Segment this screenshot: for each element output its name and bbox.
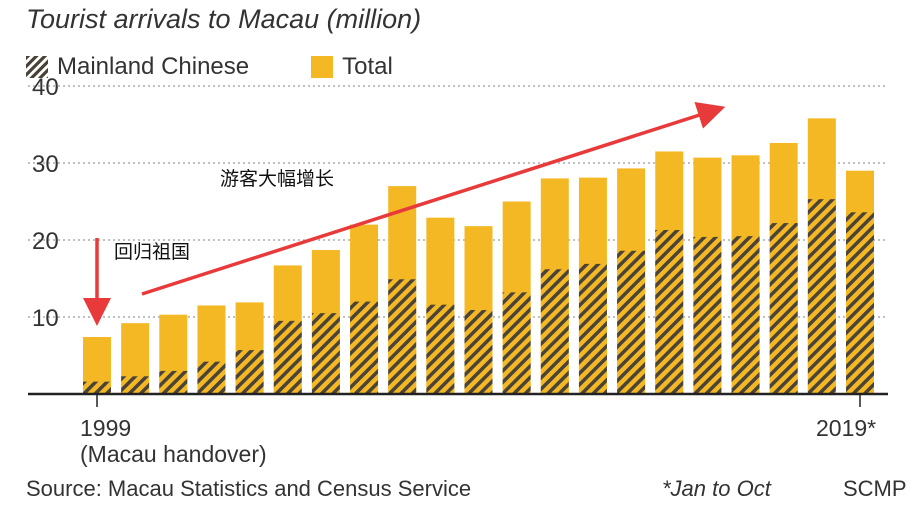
bar-mainland-2000: [121, 376, 150, 394]
bar-mainland-2007: [388, 279, 417, 394]
bar-mainland-2010: [502, 292, 531, 394]
annotation-arrow-growth: [141, 101, 726, 296]
legend-item-total: Total: [311, 53, 393, 81]
bar-mainland-2001: [159, 370, 188, 394]
source-note: Source: Macau Statistics and Census Serv…: [26, 476, 472, 501]
bar-mainland-2012: [578, 263, 607, 394]
bar-mainland-2006: [350, 301, 379, 394]
bar-mainland-2018: [807, 199, 836, 394]
bar-mainland-2008: [426, 304, 455, 394]
legend-swatch-mainland: [26, 56, 48, 78]
bar-mainland-2017: [769, 223, 798, 394]
bar-mainland-2002: [197, 361, 226, 394]
legend-item-mainland: Mainland Chinese: [26, 53, 249, 81]
bar-mainland-2015: [693, 236, 722, 394]
bar-mainland-2016: [731, 236, 760, 394]
legend-label-total: Total: [342, 53, 393, 80]
bar-mainland-2011: [540, 269, 569, 394]
annotation-growth: 游客大幅增长: [220, 168, 334, 190]
y-tick-label-30: 30: [32, 151, 59, 178]
bar-mainland-2013: [617, 250, 646, 394]
y-tick-label-10: 10: [32, 305, 59, 332]
brand-label: SCMP: [843, 476, 907, 501]
bar-mainland-2004: [273, 320, 302, 394]
y-axis-ticks: 10 20 30 40: [32, 74, 59, 332]
bar-mainland-2009: [464, 310, 493, 394]
footnote: *Jan to Oct: [662, 476, 771, 501]
x-label-1999: 1999: [80, 415, 131, 441]
x-label-1999-sub: (Macau handover): [80, 441, 267, 467]
legend-label-mainland: Mainland Chinese: [57, 53, 250, 80]
bar-mainland-2005: [311, 313, 340, 394]
annotation-handover: 回归祖国: [114, 241, 190, 263]
x-label-2019: 2019*: [816, 415, 876, 441]
legend: Mainland Chinese Total: [26, 50, 455, 84]
bar-mainland-2014: [655, 229, 684, 394]
chart-title: Tourist arrivals to Macau (million): [26, 4, 422, 34]
bar-mainland-2019: [846, 212, 874, 394]
y-tick-label-40: 40: [32, 74, 59, 101]
legend-swatch-total: [311, 56, 334, 78]
bar-mainland-1999: [83, 381, 111, 394]
bar-mainland-2003: [235, 350, 264, 394]
bars: [83, 118, 874, 394]
y-tick-label-20: 20: [32, 228, 59, 255]
